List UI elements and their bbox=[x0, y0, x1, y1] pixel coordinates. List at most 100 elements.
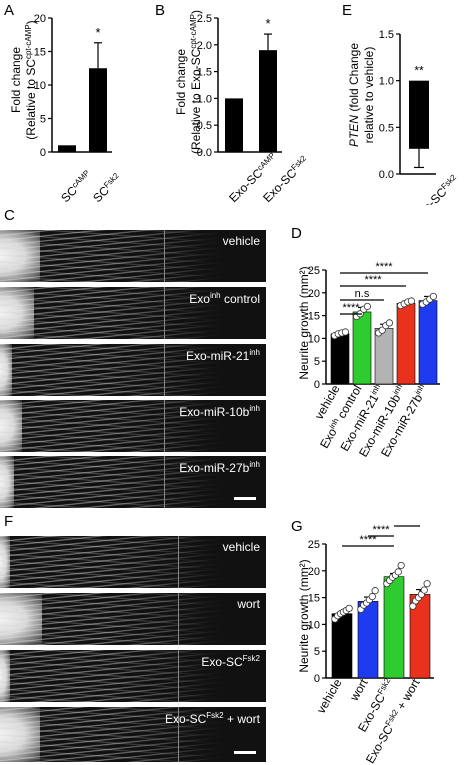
micrograph-c-vehicle: vehicle bbox=[0, 230, 266, 282]
data-point bbox=[423, 580, 431, 588]
bar bbox=[352, 311, 372, 385]
micrograph-label: wort bbox=[237, 597, 260, 611]
micrograph-label: Exo-SCFsk2 bbox=[201, 654, 260, 669]
chart-e-ylabel-2: relative to vehicle) bbox=[362, 47, 376, 144]
micrograph-c-mir27b: Exo-miR-27binh bbox=[0, 456, 266, 508]
scale-bar bbox=[234, 497, 256, 500]
micrograph-label: vehicle bbox=[222, 234, 260, 248]
chart-d: Neurite growth (mm²) 0 5 10 15 20 25 **** n.s **… bbox=[297, 261, 440, 459]
y-tick-label: 25 bbox=[308, 539, 320, 551]
data-point bbox=[394, 568, 402, 576]
chart-b-plot: 0.0 0.5 1.0 1.5 2.0 2.5 * bbox=[197, 13, 282, 159]
chart-e-plot: 0.0 0.5 1.0 1.5 ** bbox=[379, 29, 436, 181]
y-tick-label: 0 bbox=[40, 147, 46, 159]
y-tick-label: 25 bbox=[308, 265, 320, 277]
data-point bbox=[341, 328, 350, 336]
y-tick-label: 0.5 bbox=[197, 120, 212, 132]
y-tick-label: 0 bbox=[314, 673, 320, 685]
panel-label-d: D bbox=[291, 225, 302, 242]
y-tick-label: 15 bbox=[34, 47, 46, 59]
y-tick-label: 20 bbox=[34, 13, 46, 25]
chart-g-xlabels: vehicle wort Exo-SCFsk2 Exo-SCFsk2 + wor… bbox=[314, 676, 423, 765]
y-tick-label: 5 bbox=[314, 356, 320, 368]
bar bbox=[418, 300, 438, 385]
data-point bbox=[371, 587, 379, 595]
micrograph-f-wort: wort bbox=[0, 593, 266, 645]
bar bbox=[396, 302, 416, 385]
chart-a-plot: 0 5 10 15 20 * bbox=[34, 13, 112, 159]
significance-label: **** bbox=[372, 524, 390, 536]
chart-a-ylabel-1: Fold change bbox=[9, 47, 23, 113]
data-point bbox=[368, 592, 376, 601]
chart-a-xlabel-1: SCcAMP bbox=[58, 168, 95, 205]
panel-label-b: B bbox=[155, 2, 166, 19]
significance-label: ** bbox=[414, 64, 424, 78]
chart-a-xlabel-2: SCFsk2 bbox=[90, 171, 124, 205]
chart-d-xlabels: vehicle Exoinh control Exo-miR-21inh Exo… bbox=[312, 382, 426, 459]
bar bbox=[58, 145, 76, 152]
chart-d-ylabel: Neurite growth (mm²) bbox=[297, 266, 311, 379]
y-tick-label: 1.5 bbox=[379, 29, 394, 41]
y-tick-label: 10 bbox=[308, 333, 320, 345]
bar bbox=[89, 68, 107, 152]
y-tick-label: 0.5 bbox=[379, 122, 394, 134]
micrograph-stack-f: vehicle wort Exo-SCFsk2 Exo-SCFsk2 + wor… bbox=[0, 536, 282, 764]
micrograph-stack-c: vehicle Exoinh control Exo-miR-21inh Exo… bbox=[0, 230, 282, 510]
bar bbox=[409, 80, 429, 149]
data-point bbox=[420, 586, 428, 594]
significance-label: **** bbox=[342, 302, 360, 314]
significance-label: **** bbox=[359, 534, 377, 546]
panel-label-e: E bbox=[342, 2, 353, 19]
data-point bbox=[385, 319, 394, 327]
micrograph-label: Exo-miR-27binh bbox=[179, 460, 260, 475]
y-tick-label: 0.0 bbox=[197, 147, 212, 159]
significance-label: n.s bbox=[355, 288, 370, 300]
bar bbox=[374, 328, 394, 385]
y-tick-label: 2.0 bbox=[197, 40, 212, 52]
significance-label: * bbox=[95, 25, 100, 40]
data-point bbox=[407, 297, 416, 305]
y-tick-label: 5 bbox=[40, 114, 46, 126]
micrograph-label: vehicle bbox=[222, 540, 260, 554]
micrograph-label: Exo-miR-10binh bbox=[179, 404, 260, 419]
chart-b: Fold change (Relative to Exo-SCcpt-cAMP)… bbox=[174, 10, 308, 205]
chart-a: Fold change (Relative to SCcpt-cAMP) 0 5 1… bbox=[9, 13, 124, 205]
y-tick-label: 1.5 bbox=[197, 67, 212, 79]
micrograph-label: Exo-miR-21inh bbox=[185, 348, 260, 363]
chart-b-ylabel-2: (Relative to Exo-SCcpt-cAMP) bbox=[189, 10, 203, 154]
significance-label: **** bbox=[375, 261, 393, 273]
scale-bar bbox=[234, 751, 256, 754]
y-tick-label: 20 bbox=[308, 566, 320, 578]
y-tick-label: 0.0 bbox=[379, 169, 394, 181]
chart-b-ylabel-1: Fold change bbox=[174, 49, 188, 115]
bar bbox=[383, 576, 405, 679]
significance-label: * bbox=[265, 16, 270, 31]
micrograph-c-mir10b: Exo-miR-10binh bbox=[0, 400, 266, 452]
panel-label-a: A bbox=[4, 2, 15, 19]
y-tick-label: 2.5 bbox=[197, 13, 212, 25]
micrograph-c-mir21: Exo-miR-21inh bbox=[0, 344, 266, 396]
y-tick-label: 10 bbox=[34, 80, 46, 92]
y-tick-label: 20 bbox=[308, 288, 320, 300]
bar bbox=[330, 333, 350, 385]
panel-label-c: C bbox=[4, 207, 15, 224]
y-tick-label: 10 bbox=[308, 619, 320, 631]
panel-label-g: G bbox=[291, 518, 303, 535]
y-tick-label: 0 bbox=[314, 379, 320, 391]
micrograph-f-exo-sc-fsk2-wort: Exo-SCFsk2 + wort bbox=[0, 707, 266, 762]
micrograph-c-exo-inh-control: Exoinh control bbox=[0, 287, 266, 339]
micrograph-label: Exo-SCFsk2 + wort bbox=[164, 711, 260, 726]
micrograph-label: Exoinh control bbox=[189, 291, 260, 306]
significance-label: **** bbox=[364, 274, 382, 286]
bar bbox=[331, 613, 353, 679]
micrograph-f-vehicle: vehicle bbox=[0, 536, 266, 588]
micrograph-f-exo-sc-fsk2: Exo-SCFsk2 bbox=[0, 650, 266, 702]
data-point bbox=[345, 604, 353, 612]
chart-a-ylabel-2: (Relative to SCcpt-cAMP) bbox=[24, 20, 38, 139]
chart-g-xlabel: wort bbox=[347, 676, 371, 704]
chart-e-ylabel-1: PTEN (fold Change bbox=[347, 43, 361, 147]
data-point bbox=[397, 561, 405, 570]
chart-g-ylabel: Neurite growth (mm²) bbox=[297, 559, 311, 672]
